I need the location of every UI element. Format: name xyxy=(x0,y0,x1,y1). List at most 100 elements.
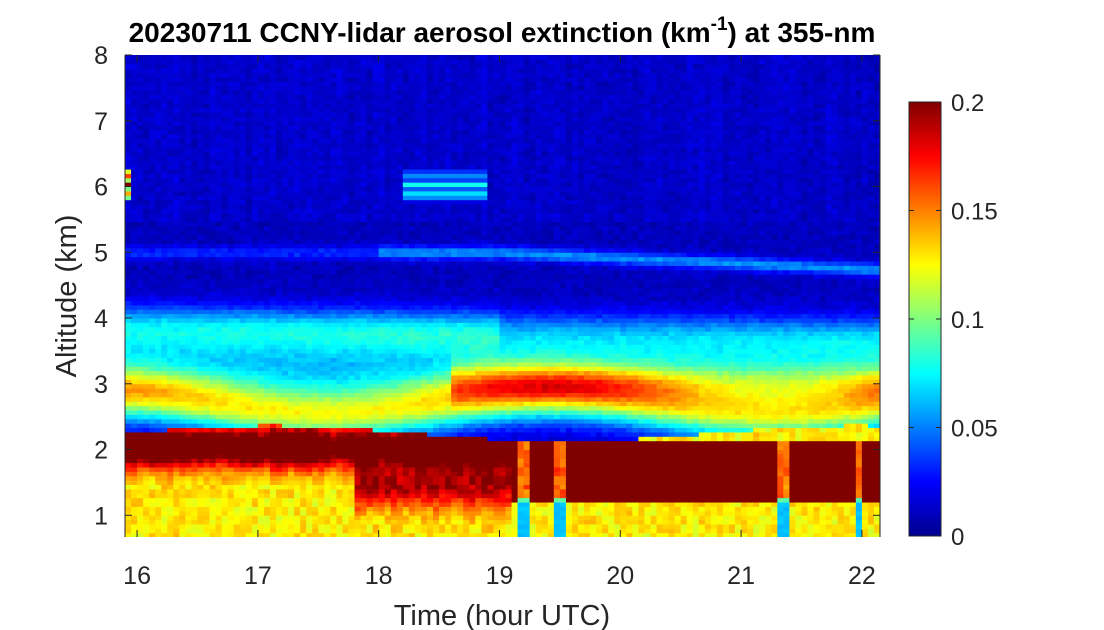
heatmap-cell xyxy=(185,225,193,231)
heatmap-cell xyxy=(155,85,162,91)
heatmap-cell xyxy=(215,388,223,393)
heatmap-cell xyxy=(378,269,386,275)
heatmap-cell xyxy=(143,515,150,521)
heatmap-cell xyxy=(191,348,199,354)
heatmap-cell xyxy=(294,471,301,477)
heatmap-cell xyxy=(143,475,150,481)
heatmap-cell xyxy=(215,352,223,358)
heatmap-cell xyxy=(306,515,313,521)
heatmap-cell xyxy=(330,94,337,100)
heatmap-cell xyxy=(330,120,337,126)
heatmap-cell xyxy=(348,129,356,135)
heatmap-cell xyxy=(203,186,211,192)
heatmap-cell xyxy=(191,125,199,131)
heatmap-cell xyxy=(300,409,307,415)
heatmap-cell xyxy=(366,401,374,407)
heatmap-cell xyxy=(372,317,380,323)
heatmap-cell xyxy=(360,352,368,358)
heatmap-cell xyxy=(324,282,331,288)
heatmap-cell xyxy=(288,510,295,516)
heatmap-cell xyxy=(269,217,277,223)
heatmap-cell xyxy=(257,458,265,464)
heatmap-cell xyxy=(330,125,337,131)
heatmap-cell xyxy=(276,528,283,534)
heatmap-cell xyxy=(209,366,217,372)
heatmap-cell xyxy=(131,480,138,486)
heatmap-cell xyxy=(161,287,168,293)
heatmap-cell xyxy=(155,225,162,231)
heatmap-cell xyxy=(336,348,344,354)
heatmap-cell xyxy=(203,471,211,477)
heatmap-cell xyxy=(282,217,289,223)
heatmap-cell xyxy=(131,72,138,78)
heatmap-cell xyxy=(143,462,150,468)
heatmap-cell xyxy=(227,344,235,350)
heatmap-cell xyxy=(354,361,362,367)
heatmap-cell xyxy=(197,111,205,117)
heatmap-cell xyxy=(137,265,144,271)
heatmap-cell xyxy=(330,317,337,323)
heatmap-cell xyxy=(354,344,362,350)
heatmap-cell xyxy=(318,366,325,372)
heatmap-cell xyxy=(306,475,313,481)
heatmap-cell xyxy=(318,392,325,398)
heatmap-cell xyxy=(378,462,386,468)
heatmap-cell xyxy=(227,453,235,459)
heatmap-cell xyxy=(276,471,283,477)
heatmap-cell xyxy=(233,103,241,109)
heatmap-cell xyxy=(300,125,307,131)
heatmap-cell xyxy=(209,493,217,499)
heatmap-cell xyxy=(366,484,374,490)
heatmap-cell xyxy=(360,217,368,223)
heatmap-cell xyxy=(360,331,368,337)
heatmap-cell xyxy=(330,352,337,358)
heatmap-cell xyxy=(233,76,241,82)
heatmap-cell xyxy=(209,326,217,332)
heatmap-cell xyxy=(221,300,229,306)
heatmap-cell xyxy=(300,528,307,534)
heatmap-cell xyxy=(185,186,193,192)
heatmap-cell xyxy=(149,309,156,315)
heatmap-cell xyxy=(179,212,186,218)
heatmap-cell xyxy=(209,466,217,472)
heatmap-cell xyxy=(294,344,301,350)
heatmap-cell xyxy=(269,155,277,161)
heatmap-cell xyxy=(390,85,398,91)
heatmap-cell xyxy=(155,182,162,188)
heatmap-cell xyxy=(143,370,150,376)
heatmap-cell xyxy=(354,195,362,201)
heatmap-cell xyxy=(233,225,241,231)
heatmap-cell xyxy=(143,304,150,310)
heatmap-cell xyxy=(324,278,331,284)
heatmap-cell xyxy=(336,304,344,310)
heatmap-cell xyxy=(221,475,229,481)
heatmap-cell xyxy=(348,177,356,183)
heatmap-cell xyxy=(288,344,295,350)
heatmap-cell xyxy=(161,528,168,534)
heatmap-cell xyxy=(318,94,325,100)
heatmap-cell xyxy=(167,195,174,201)
heatmap-cell xyxy=(312,453,319,459)
heatmap-cell xyxy=(318,379,325,385)
heatmap-cell xyxy=(185,374,193,380)
heatmap-cell xyxy=(360,98,368,104)
heatmap-cell xyxy=(330,90,337,96)
heatmap-cell xyxy=(239,440,247,446)
heatmap-cell xyxy=(179,379,186,385)
heatmap-cell xyxy=(378,431,386,437)
heatmap-cell xyxy=(360,63,368,69)
heatmap-cell xyxy=(312,76,319,82)
heatmap-cell xyxy=(221,120,229,126)
heatmap-cell xyxy=(185,449,193,455)
heatmap-cell xyxy=(324,269,331,275)
heatmap-cell xyxy=(203,366,211,372)
heatmap-cell xyxy=(372,125,380,131)
heatmap-cell xyxy=(330,418,337,424)
heatmap-cell xyxy=(288,488,295,494)
heatmap-cell xyxy=(179,462,186,468)
heatmap-cell xyxy=(366,133,374,139)
heatmap-cell xyxy=(227,392,235,398)
heatmap-cell xyxy=(300,396,307,402)
heatmap-cell xyxy=(348,68,356,74)
heatmap-cell xyxy=(269,370,277,376)
